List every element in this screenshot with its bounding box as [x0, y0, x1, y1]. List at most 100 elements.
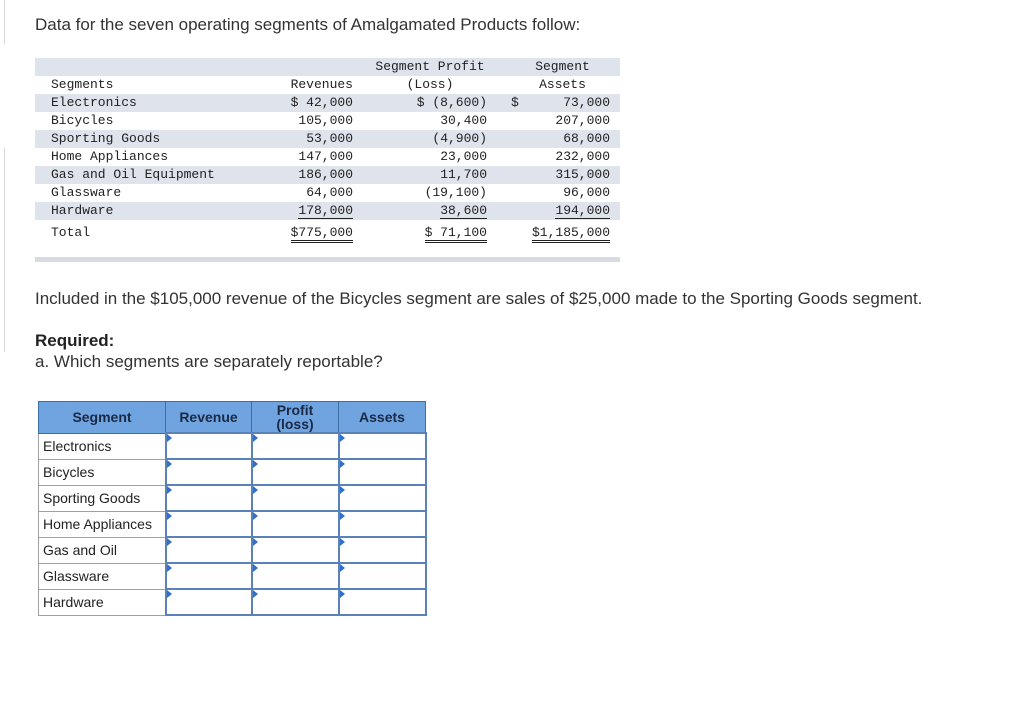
assets-input[interactable]: [339, 538, 425, 562]
revenue-input[interactable]: [166, 486, 251, 510]
row-profit: 11,700: [355, 166, 505, 184]
row-assets-dollar: [505, 202, 531, 220]
assets-input-cell[interactable]: [337, 458, 427, 486]
left-edge-marker: [0, 148, 5, 352]
table-row: Sporting Goods 53,000 (4,900) 68,000: [35, 130, 621, 148]
revenue-input[interactable]: [166, 512, 251, 536]
assets-input[interactable]: [339, 590, 425, 614]
revenue-input[interactable]: [166, 538, 251, 562]
row-revenue: 147,000: [247, 148, 355, 166]
revenue-input[interactable]: [166, 564, 251, 588]
profit-input-cell[interactable]: [250, 458, 340, 486]
answer-segment-label: Bicycles: [38, 458, 166, 486]
answer-header-assets: Assets: [338, 401, 426, 434]
answer-row: Home Appliances: [38, 510, 427, 538]
table-row: Home Appliances 147,000 23,000 232,000: [35, 148, 621, 166]
revenue-input[interactable]: [166, 590, 251, 614]
row-assets: 194,000: [555, 203, 611, 219]
row-segment: Bicycles: [35, 112, 247, 130]
revenue-input[interactable]: [166, 460, 251, 484]
assets-input-cell[interactable]: [337, 432, 427, 460]
row-profit: (19,100): [355, 184, 505, 202]
assets-input-cell[interactable]: [337, 536, 427, 564]
row-assets-dollar: [505, 184, 531, 202]
assets-input-cell[interactable]: [337, 562, 427, 590]
profit-input[interactable]: [252, 590, 338, 614]
input-marker-icon: [252, 434, 258, 442]
required-heading: Required:: [35, 331, 115, 350]
input-marker-icon: [252, 538, 258, 546]
input-marker-icon: [166, 590, 172, 598]
row-profit: 23,000: [355, 148, 505, 166]
revenue-input-cell[interactable]: [164, 432, 253, 460]
answer-header-row: Segment Revenue Profit (loss) Assets: [38, 401, 426, 434]
revenue-input-cell[interactable]: [164, 510, 253, 538]
input-marker-icon: [252, 512, 258, 520]
profit-input[interactable]: [252, 486, 338, 510]
input-marker-icon: [166, 486, 172, 494]
input-marker-icon: [166, 512, 172, 520]
assets-input[interactable]: [339, 564, 425, 588]
answer-row: Glassware: [38, 562, 427, 590]
table-bottom-rule: [35, 257, 620, 262]
revenue-input-cell[interactable]: [164, 588, 253, 616]
row-assets: 315,000: [531, 166, 621, 184]
profit-input[interactable]: [252, 512, 338, 536]
answer-row: Gas and Oil: [38, 536, 427, 564]
revenue-input-cell[interactable]: [164, 536, 253, 564]
input-marker-icon: [252, 590, 258, 598]
revenue-input-cell[interactable]: [164, 562, 253, 590]
header-revenues: Revenues: [290, 77, 353, 92]
row-segment: Electronics: [35, 94, 247, 112]
row-assets-dollar: [505, 112, 531, 130]
profit-input-cell[interactable]: [250, 510, 340, 538]
assets-input[interactable]: [339, 512, 425, 536]
assets-input-cell[interactable]: [337, 484, 427, 512]
bicycles-note: Included in the $105,000 revenue of the …: [35, 289, 923, 308]
segment-data-table: Segment Profit Segment Segments Revenues…: [35, 58, 621, 246]
profit-input[interactable]: [252, 564, 338, 588]
profit-input-cell[interactable]: [250, 432, 340, 460]
profit-input-cell[interactable]: [250, 562, 340, 590]
answer-row: Electronics: [38, 432, 427, 460]
assets-input[interactable]: [339, 460, 425, 484]
answer-row: Hardware: [38, 588, 427, 616]
input-marker-icon: [339, 512, 345, 520]
profit-input-cell[interactable]: [250, 484, 340, 512]
row-assets-dollar: [505, 130, 531, 148]
answer-segment-label: Hardware: [38, 588, 166, 616]
profit-input-cell[interactable]: [250, 588, 340, 616]
revenue-input-cell[interactable]: [164, 458, 253, 486]
profit-input[interactable]: [252, 538, 338, 562]
row-assets-dollar: $: [505, 94, 531, 112]
table-row: Glassware 64,000 (19,100) 96,000: [35, 184, 621, 202]
row-revenue: 105,000: [247, 112, 355, 130]
answer-segment-label: Gas and Oil: [38, 536, 166, 564]
table-row: Electronics $ 42,000 $ (8,600) $ 73,000: [35, 94, 621, 112]
assets-input[interactable]: [339, 486, 425, 510]
input-marker-icon: [166, 460, 172, 468]
revenue-input[interactable]: [166, 434, 251, 458]
header-profit-top: Segment Profit: [355, 58, 505, 76]
row-revenue: 186,000: [247, 166, 355, 184]
input-marker-icon: [252, 460, 258, 468]
input-marker-icon: [339, 538, 345, 546]
revenue-input-cell[interactable]: [164, 484, 253, 512]
profit-input[interactable]: [252, 434, 338, 458]
profit-input-cell[interactable]: [250, 536, 340, 564]
answer-table: Segment Revenue Profit (loss) Assets Elec…: [38, 401, 427, 616]
answer-segment-label: Electronics: [38, 432, 166, 460]
answer-segment-label: Glassware: [38, 562, 166, 590]
input-marker-icon: [339, 590, 345, 598]
profit-input[interactable]: [252, 460, 338, 484]
row-profit: (4,900): [355, 130, 505, 148]
assets-input-cell[interactable]: [337, 510, 427, 538]
row-segment: Home Appliances: [35, 148, 247, 166]
row-segment: Gas and Oil Equipment: [35, 166, 247, 184]
header-assets-top: Segment: [505, 58, 621, 76]
total-label: Total: [35, 220, 247, 246]
assets-input[interactable]: [339, 434, 425, 458]
assets-input-cell[interactable]: [337, 588, 427, 616]
input-marker-icon: [252, 486, 258, 494]
row-assets: 207,000: [531, 112, 621, 130]
